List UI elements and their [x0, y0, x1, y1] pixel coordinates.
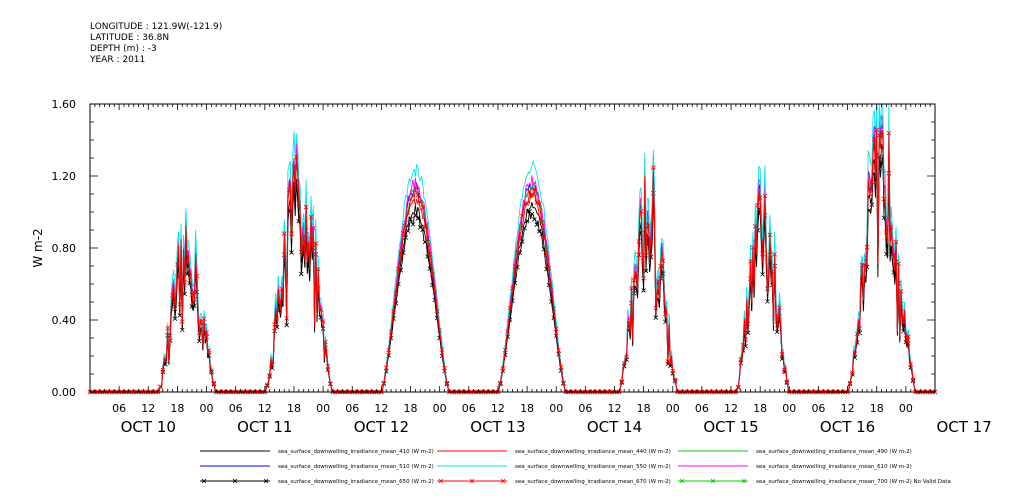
- x-hour-label: 06: [345, 402, 359, 415]
- legend-marker: [201, 478, 269, 484]
- x-hour-label: 06: [811, 402, 825, 415]
- x-hour-label: 00: [549, 402, 563, 415]
- x-hour-label: 18: [753, 402, 767, 415]
- x-hour-label: 12: [141, 402, 155, 415]
- series-line: [90, 129, 935, 393]
- legend: sea_surface_downwelling_irradiance_mean_…: [200, 449, 951, 485]
- y-tick-label: 1.20: [52, 170, 77, 183]
- x-hour-label: 12: [841, 402, 855, 415]
- x-hour-label: 18: [520, 402, 534, 415]
- series-lines: [87, 103, 938, 395]
- longitude-label: LONGITUDE : 121.9W(-121.9): [90, 22, 223, 32]
- legend-marker: [438, 478, 506, 484]
- series-markers: [87, 127, 938, 395]
- series-line: [90, 108, 935, 393]
- y-tick-label: 0.00: [52, 386, 77, 399]
- x-date-label: OCT 14: [587, 418, 642, 436]
- x-date-label: OCT 15: [703, 418, 758, 436]
- x-hour-labels: 06 12 18 00 06 12 18 00 06 12 18 00 06 12 18 00 06 12 18 00…: [112, 402, 913, 415]
- x-hour-label: 06: [229, 402, 243, 415]
- x-hour-label: 00: [433, 402, 447, 415]
- latitude-label: LATITUDE : 36.8N: [90, 33, 170, 43]
- series-line: [90, 130, 935, 393]
- legend-label: sea_surface_downwelling_irradiance_mean_…: [756, 479, 951, 485]
- x-date-label: OCT 12: [354, 418, 409, 436]
- year-label: YEAR : 2011: [90, 55, 146, 65]
- x-hour-label: 18: [870, 402, 884, 415]
- y-axis-title: W m-2: [31, 228, 45, 267]
- legend-label: sea_surface_downwelling_irradiance_mean_…: [515, 479, 671, 485]
- legend-label: sea_surface_downwelling_irradiance_mean_…: [278, 449, 434, 455]
- x-hour-label: 06: [578, 402, 592, 415]
- legend-label: sea_surface_downwelling_irradiance_mean_…: [515, 449, 671, 455]
- x-hour-label: 12: [258, 402, 272, 415]
- legend-marker: [679, 478, 747, 484]
- x-hour-label: 12: [491, 402, 505, 415]
- series-line: [90, 120, 935, 393]
- x-hour-label: 18: [287, 402, 301, 415]
- x-hour-label: 06: [695, 402, 709, 415]
- depth-label: DEPTH (m) : -3: [90, 44, 157, 54]
- tick-marks: [89, 103, 936, 393]
- x-date-label: OCT 13: [470, 418, 525, 436]
- legend-label: sea_surface_downwelling_irradiance_mean_…: [756, 464, 912, 470]
- plot-frame: [89, 103, 936, 393]
- y-tick-label: 0.40: [52, 314, 77, 327]
- x-hour-label: 12: [374, 402, 388, 415]
- x-hour-label: 12: [724, 402, 738, 415]
- x-hour-label: 12: [607, 402, 621, 415]
- legend-label: sea_surface_downwelling_irradiance_mean_…: [515, 464, 671, 470]
- axis-ticks: [89, 103, 936, 393]
- legend-label: sea_surface_downwelling_irradiance_mean_…: [278, 464, 434, 470]
- series-line: [90, 114, 935, 393]
- x-date-labels: OCT 10 OCT 11 OCT 12 OCT 13 OCT 14 OCT 15 OCT …: [121, 418, 992, 436]
- x-hour-label: 00: [666, 402, 680, 415]
- x-hour-label: 00: [782, 402, 796, 415]
- y-tick-label: 0.80: [52, 242, 77, 255]
- y-tick-labels: 0.00 0.40 0.80 1.20 1.60: [52, 98, 77, 399]
- legend-label: sea_surface_downwelling_irradiance_mean_…: [278, 479, 434, 485]
- x-hour-label: 00: [200, 402, 214, 415]
- x-hour-label: 06: [112, 402, 126, 415]
- x-hour-label: 18: [637, 402, 651, 415]
- x-hour-label: 00: [899, 402, 913, 415]
- legend-label: sea_surface_downwelling_irradiance_mean_…: [756, 449, 912, 455]
- x-hour-label: 18: [170, 402, 184, 415]
- x-date-label: OCT 11: [237, 418, 292, 436]
- series-line: [90, 103, 935, 393]
- x-hour-label: 06: [462, 402, 476, 415]
- x-date-label: OCT 10: [121, 418, 176, 436]
- x-date-label: OCT 16: [820, 418, 875, 436]
- series-line: [90, 144, 935, 393]
- x-date-label: OCT 17: [936, 418, 991, 436]
- metadata-block: LONGITUDE : 121.9W(-121.9) LATITUDE : 36…: [90, 22, 222, 66]
- y-tick-label: 1.60: [52, 98, 77, 111]
- x-hour-label: 00: [316, 402, 330, 415]
- x-hour-label: 18: [404, 402, 418, 415]
